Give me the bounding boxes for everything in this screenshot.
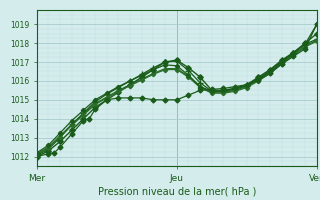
X-axis label: Pression niveau de la mer( hPa ): Pression niveau de la mer( hPa ) — [98, 187, 256, 197]
